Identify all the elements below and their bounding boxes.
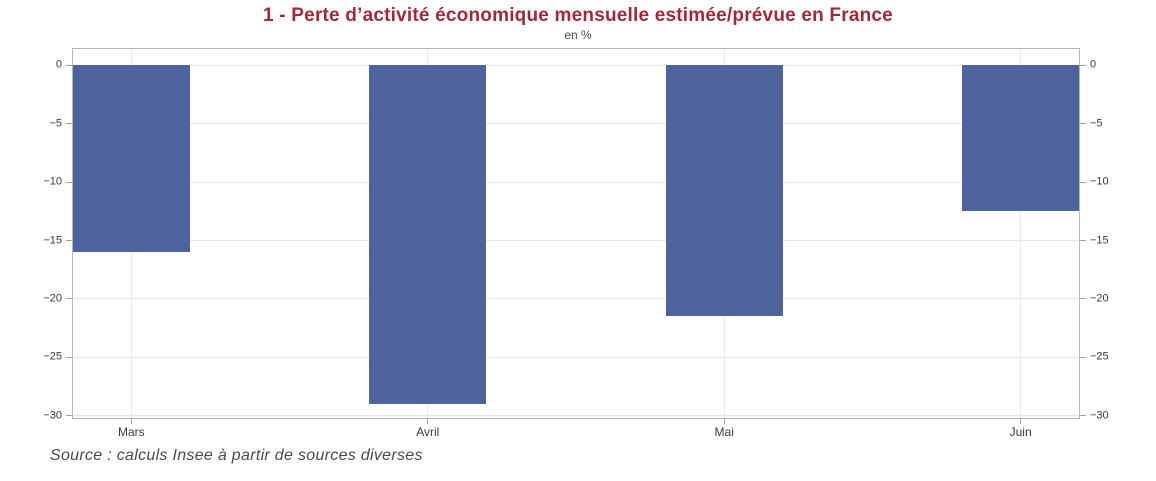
y-tick-label-right: −15 — [1090, 234, 1109, 246]
chart-title: 1 - Perte d’activité économique mensuell… — [263, 5, 893, 26]
y-tick-mark-left — [66, 64, 72, 66]
chart-subtitle: en % — [564, 28, 592, 42]
x-tick-label: Mai — [714, 425, 734, 439]
x-tick-label: Avril — [416, 425, 440, 439]
y-tick-mark-right — [1080, 181, 1086, 183]
y-tick-mark-right — [1080, 64, 1086, 66]
y-tick-label-left: −25 — [43, 350, 62, 363]
x-tick-mark — [1020, 419, 1022, 424]
x-tick-mark — [723, 419, 725, 424]
x-tick-label: Mars — [118, 425, 145, 439]
plot-area: 0 0 −5 −5 −10 −10 −15 −15 −20 −20 −25 −25 −30 −30 Mars… — [43, 48, 1109, 439]
y-tick-label-left: −10 — [43, 175, 62, 188]
bar-juin — [962, 65, 1079, 212]
y-tick-mark-right — [1080, 123, 1086, 125]
x-tick-mark — [427, 419, 429, 424]
y-tick-mark-right — [1080, 356, 1086, 358]
y-gridline — [73, 64, 1079, 66]
x-gridline — [1020, 49, 1022, 418]
y-tick-label-right: −5 — [1090, 117, 1103, 130]
y-gridline — [73, 240, 1079, 241]
y-tick-label-left: −20 — [43, 292, 62, 305]
y-tick-label-left: 0 — [55, 58, 62, 71]
y-tick-label-right: 0 — [1090, 58, 1097, 71]
y-tick-mark-left — [66, 415, 72, 417]
x-tick-label: Juin — [1009, 425, 1032, 439]
bar-mars — [73, 65, 190, 253]
y-tick-label-left: −5 — [49, 117, 62, 130]
bar-avril — [369, 65, 487, 404]
y-tick-mark-left — [66, 240, 72, 241]
source-note: Source : calculs Insee à partir de sourc… — [50, 447, 423, 464]
y-tick-label-right: −20 — [1090, 292, 1109, 305]
y-tick-mark-right — [1080, 240, 1086, 241]
y-gridline — [73, 415, 1079, 417]
y-tick-mark-right — [1080, 298, 1086, 300]
y-gridline — [73, 123, 1079, 125]
y-tick-mark-left — [66, 298, 72, 300]
y-gridline — [73, 181, 1079, 183]
y-tick-label-right: −10 — [1090, 175, 1109, 188]
y-tick-mark-left — [66, 181, 72, 183]
y-tick-label-left: −15 — [43, 234, 62, 246]
y-tick-label-right: −25 — [1090, 350, 1109, 363]
y-tick-mark-right — [1080, 415, 1086, 417]
x-tick-mark — [130, 419, 132, 424]
y-tick-mark-left — [66, 356, 72, 358]
bar-mai — [665, 65, 783, 317]
y-tick-mark-left — [66, 123, 72, 125]
y-gridline — [73, 298, 1079, 300]
y-gridline — [73, 356, 1079, 358]
y-tick-label-left: −30 — [43, 409, 62, 422]
y-tick-label-right: −30 — [1090, 409, 1109, 422]
